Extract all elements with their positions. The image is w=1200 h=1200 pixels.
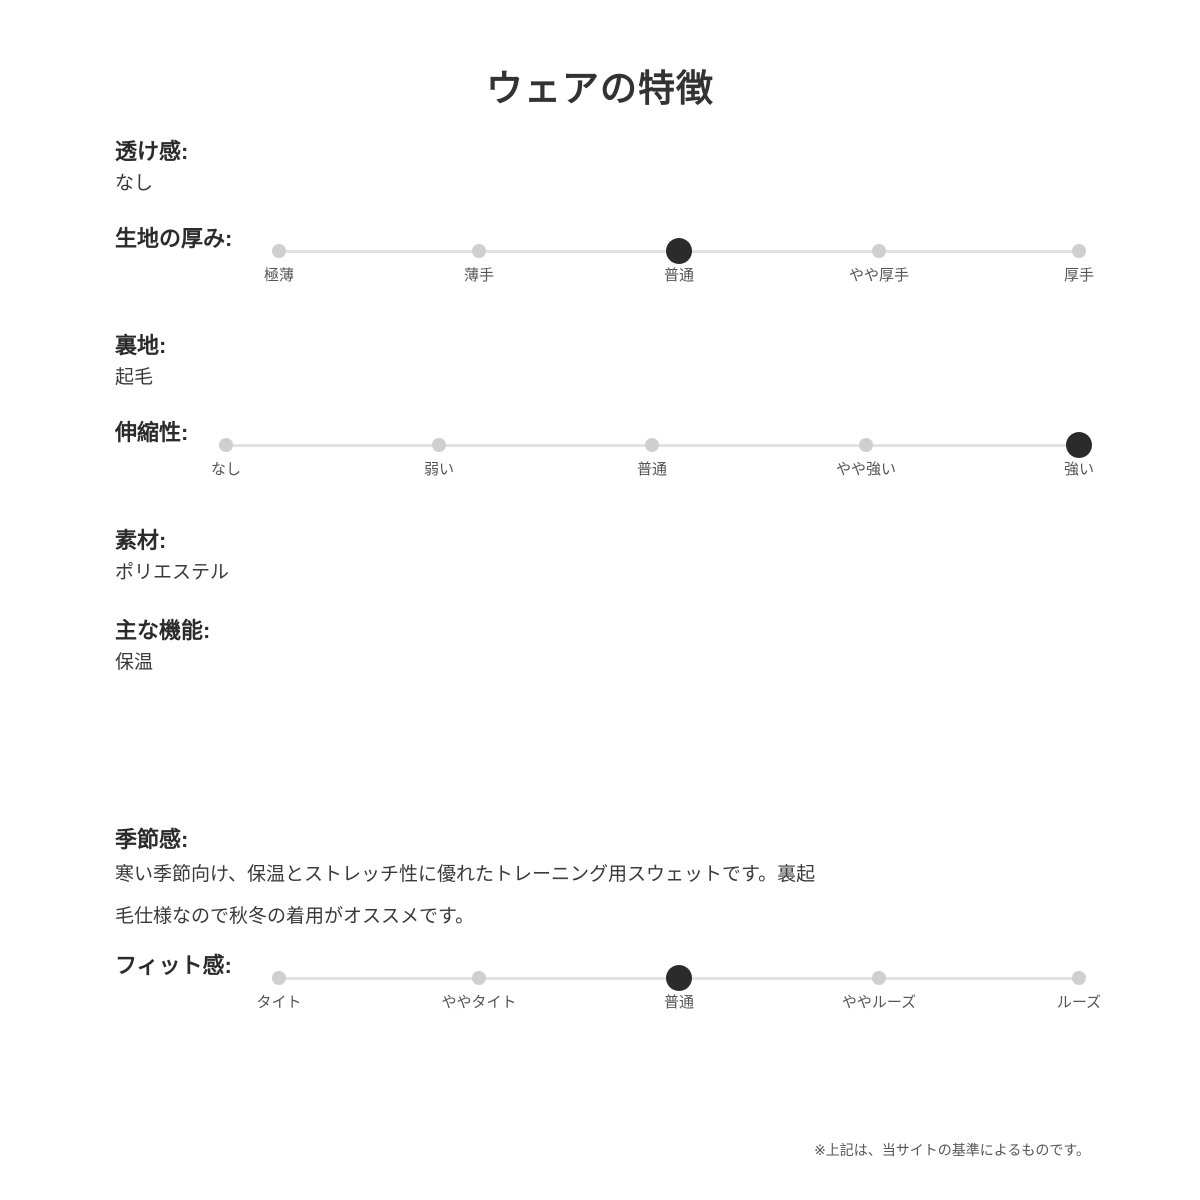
field-sheerness-value: なし [115,172,154,194]
scale-thickness-tick-4: 厚手 [1063,267,1095,284]
field-material-label: 素材: [115,528,167,553]
scale-fit-tick-0: タイト [256,994,302,1011]
scale-thickness-track-wrap: 極薄 薄手 普通 やや厚手 厚手 [264,228,1094,288]
scale-fit-tick-3: ややルーズ [841,994,917,1011]
scale-stretch-point-1[interactable] [432,438,446,452]
scale-thickness-label: 生地の厚み: [115,226,233,251]
scale-stretch-tick-4: 強い [1063,461,1095,478]
field-lining-value: 起毛 [115,366,154,388]
scale-fit-point-3[interactable] [872,971,886,985]
scale-stretch-point-2[interactable] [645,438,659,452]
scale-stretch-tick-2: 普通 [636,461,668,478]
scale-fit-track-wrap: タイト ややタイト 普通 ややルーズ ルーズ [256,955,1101,1015]
field-lining-label: 裏地: [115,333,167,358]
scale-thickness-point-3[interactable] [872,244,886,258]
field-function: 主な機能: 保温 [115,617,210,676]
field-sheerness: 透け感: なし [115,138,188,197]
field-sheerness-label: 透け感: [115,139,189,164]
scale-fit-point-1[interactable] [472,971,486,985]
scale-thickness-point-0[interactable] [272,244,286,258]
field-material: 素材: ポリエステル [115,527,229,586]
scale-fit-tick-4: ルーズ [1056,994,1102,1011]
scale-thickness-tick-3: やや厚手 [848,267,910,284]
field-season-label: 季節感: [115,827,189,852]
field-season-line-2: 毛仕様なので秋冬の着用がオススメです。 [115,906,475,928]
scale-fit-point-0[interactable] [272,971,286,985]
scale-stretch-track-wrap: なし 弱い 普通 やや強い 強い [211,422,1094,482]
scale-stretch-tick-0: なし [210,461,242,478]
scale-fit-point-4[interactable] [1072,971,1086,985]
field-function-value: 保温 [115,651,154,673]
scale-fit-label: フィット感: [115,953,232,978]
scale-stretch-point-0[interactable] [219,438,233,452]
scale-fit-point-2-selected[interactable] [666,965,692,991]
field-season: 季節感: 寒い季節向け、保温とストレッチ性に優れたトレーニング用スウェットです。… [115,826,915,939]
field-season-line-1: 寒い季節向け、保温とストレッチ性に優れたトレーニング用スウェットです。裏起 [115,863,816,885]
scale-fit-tick-2: 普通 [663,994,695,1011]
scale-stretch-label: 伸縮性: [115,420,189,445]
field-function-label: 主な機能: [115,618,211,643]
scale-stretch-tick-1: 弱い [423,461,455,478]
scale-stretch-point-4-selected[interactable] [1066,432,1092,458]
scale-fit-tick-1: ややタイト [441,994,517,1011]
field-material-value: ポリエステル [115,561,230,583]
scale-stretch-point-3[interactable] [859,438,873,452]
scale-stretch-tick-3: やや強い [835,461,897,478]
scale-thickness-point-4[interactable] [1072,244,1086,258]
page-title: ウェアの特徴 [486,68,714,109]
scale-thickness-point-1[interactable] [472,244,486,258]
footnote: ※上記は、当サイトの基準によるものです。 [814,1142,1090,1158]
field-lining: 裏地: 起毛 [115,332,166,391]
scale-thickness-tick-1: 薄手 [463,267,495,284]
scale-thickness-tick-2: 普通 [663,267,695,284]
scale-thickness-tick-0: 極薄 [263,267,295,284]
scale-thickness-point-2-selected[interactable] [666,238,692,264]
